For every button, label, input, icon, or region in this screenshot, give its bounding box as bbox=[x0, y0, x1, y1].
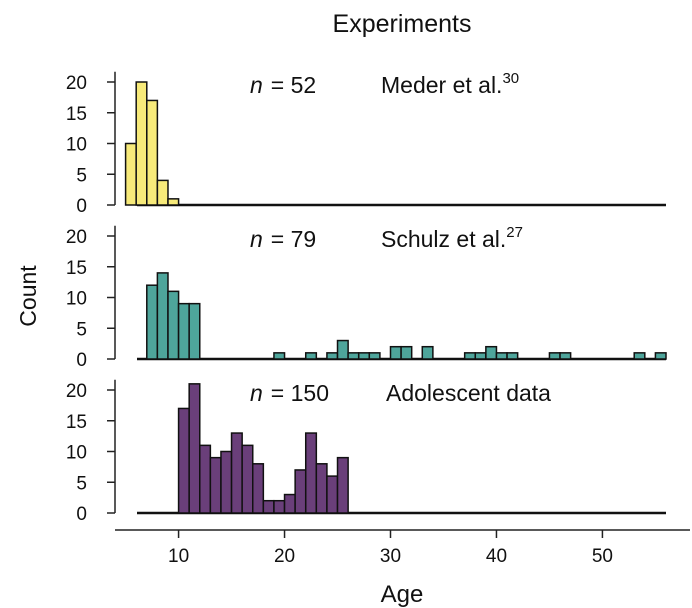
bar bbox=[347, 352, 360, 360]
y-tick-label: 20 bbox=[66, 381, 87, 402]
dataset-name: Meder et al. bbox=[381, 72, 502, 98]
y-tick-label: 10 bbox=[66, 289, 87, 310]
bar bbox=[209, 456, 222, 514]
histogram-panels: 0 5 10 15 20 n = 52 Meder et al.30 0 5 10 15 20 n = 79… bbox=[66, 70, 667, 525]
y-tick-label: 0 bbox=[76, 504, 87, 525]
y-tick-label: 15 bbox=[66, 104, 87, 125]
bar bbox=[654, 352, 667, 360]
bar bbox=[262, 499, 275, 514]
bar bbox=[485, 345, 498, 360]
n-symbol: n bbox=[250, 380, 263, 406]
bar bbox=[146, 284, 159, 360]
bar bbox=[495, 352, 508, 360]
bar bbox=[421, 345, 434, 360]
bar bbox=[304, 432, 318, 514]
bar bbox=[273, 499, 286, 514]
bar bbox=[230, 432, 243, 514]
bar bbox=[633, 352, 646, 360]
bar bbox=[156, 272, 169, 360]
bar bbox=[252, 463, 265, 514]
dataset-label: Schulz et al.27 bbox=[381, 224, 523, 252]
bar bbox=[326, 475, 339, 514]
chart-title: Experiments bbox=[333, 10, 472, 38]
bar bbox=[294, 469, 307, 514]
bar bbox=[315, 463, 328, 514]
y-tick-label: 15 bbox=[66, 412, 87, 433]
bar bbox=[389, 345, 402, 360]
x-axis: 10 20 30 40 50 bbox=[115, 529, 690, 567]
bar bbox=[124, 142, 137, 206]
bar bbox=[167, 290, 180, 360]
reference-superscript: 27 bbox=[506, 224, 523, 241]
y-tick-label: 10 bbox=[66, 135, 87, 156]
bar bbox=[177, 302, 190, 360]
bar bbox=[146, 99, 159, 206]
panel-1: 0 5 10 15 20 n = 52 Meder et al.30 bbox=[66, 70, 666, 217]
n-value: = 52 bbox=[271, 72, 316, 98]
bar bbox=[199, 444, 212, 514]
y-tick-label: 5 bbox=[76, 165, 87, 186]
y-tick-label: 15 bbox=[66, 258, 87, 279]
reference-superscript: 30 bbox=[502, 70, 519, 87]
bar bbox=[506, 352, 519, 360]
bar bbox=[326, 352, 339, 360]
dataset-label: Meder et al.30 bbox=[381, 70, 519, 98]
n-value: = 150 bbox=[271, 380, 329, 406]
bar bbox=[474, 352, 487, 360]
bar bbox=[336, 456, 349, 514]
n-symbol: n bbox=[250, 226, 263, 252]
y-axis-label: Count bbox=[15, 265, 41, 327]
x-tick-label: 30 bbox=[380, 546, 401, 567]
bar bbox=[304, 352, 318, 360]
dataset-name: Schulz et al. bbox=[381, 226, 506, 252]
sample-size-label: n = 150 bbox=[250, 380, 329, 406]
dataset-name: Adolescent data bbox=[386, 380, 551, 406]
y-tick-label: 10 bbox=[66, 443, 87, 464]
x-tick-label: 40 bbox=[486, 546, 507, 567]
bar bbox=[357, 352, 371, 360]
y-tick-label: 5 bbox=[76, 319, 87, 340]
bar bbox=[167, 198, 180, 206]
panel-2: 0 5 10 15 20 n = 79 Schulz et al.27 bbox=[66, 224, 667, 371]
x-axis-label: Age bbox=[381, 581, 424, 608]
bar bbox=[188, 383, 201, 514]
bar bbox=[241, 444, 254, 514]
n-value: = 79 bbox=[271, 226, 316, 252]
sample-size-label: n = 52 bbox=[250, 72, 316, 98]
y-tick-label: 20 bbox=[66, 73, 87, 94]
bar bbox=[400, 345, 413, 360]
panel-3: 0 5 10 15 20 n = 150 Adolescent data bbox=[66, 379, 666, 525]
bar bbox=[463, 352, 477, 360]
y-tick-label: 0 bbox=[76, 196, 87, 217]
sample-size-label: n = 79 bbox=[250, 226, 316, 252]
bar bbox=[188, 302, 201, 360]
bar bbox=[156, 179, 169, 206]
bar bbox=[559, 352, 572, 360]
y-tick-label: 5 bbox=[76, 473, 87, 494]
x-tick-label: 10 bbox=[168, 546, 189, 567]
bar bbox=[336, 339, 349, 360]
bar bbox=[273, 352, 286, 360]
bar bbox=[283, 493, 296, 514]
bar bbox=[177, 407, 190, 514]
n-symbol: n bbox=[250, 72, 263, 98]
y-tick-label: 0 bbox=[76, 350, 87, 371]
x-tick-label: 20 bbox=[274, 546, 295, 567]
bar bbox=[220, 450, 233, 514]
bar bbox=[368, 352, 381, 360]
bar bbox=[135, 81, 148, 206]
x-tick-label: 50 bbox=[592, 546, 613, 567]
dataset-label: Adolescent data bbox=[386, 380, 551, 406]
y-tick-label: 20 bbox=[66, 227, 87, 248]
bar bbox=[548, 352, 561, 360]
